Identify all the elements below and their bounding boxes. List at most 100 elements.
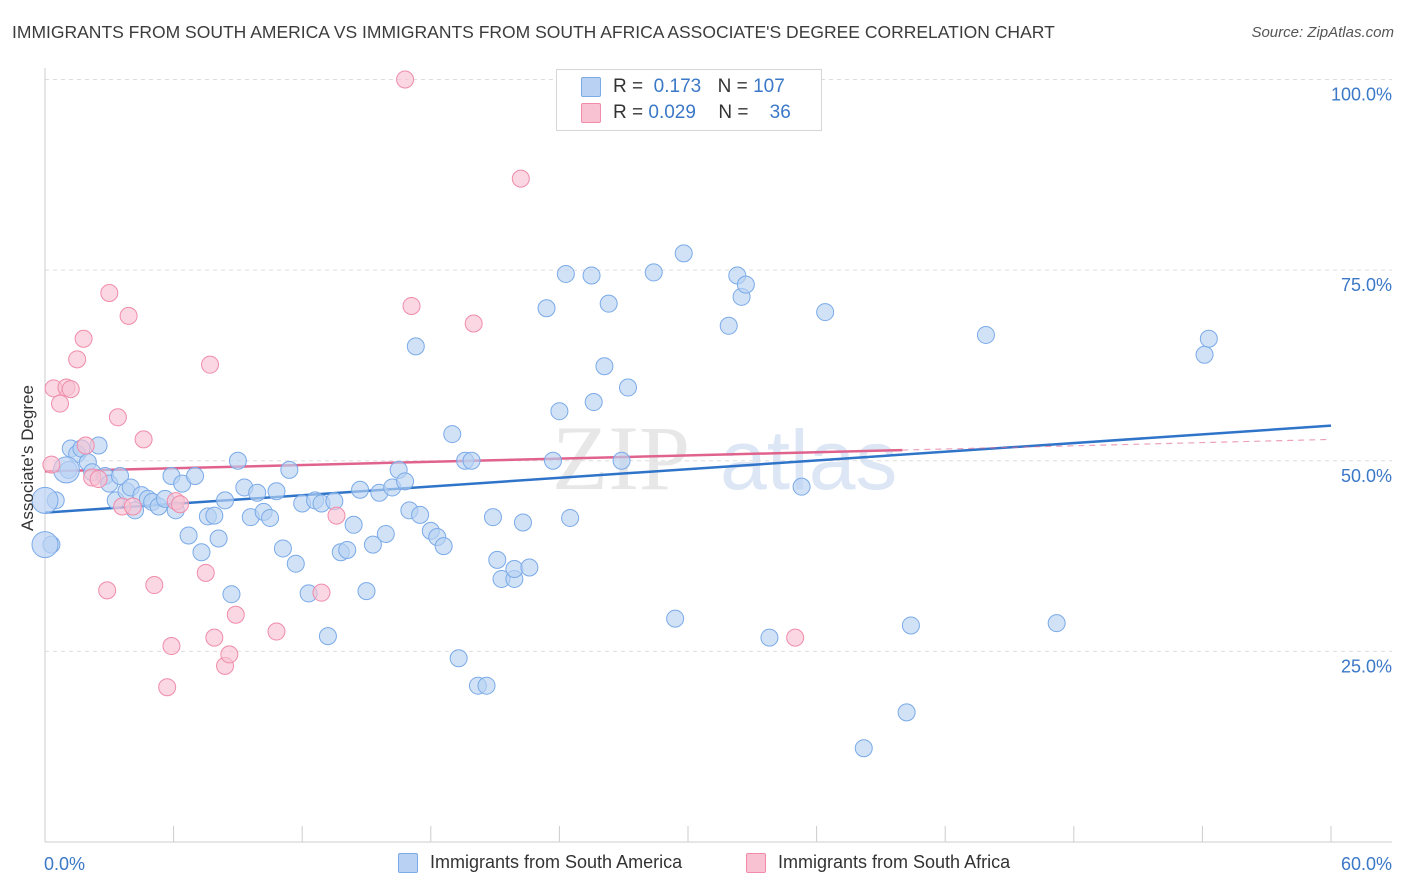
bottom-legend-label: Immigrants from South Africa (778, 852, 1011, 872)
legend-r-label: R = (613, 76, 644, 97)
point-south-africa (61, 380, 80, 399)
point-south-america (719, 316, 738, 335)
point-south-america (449, 649, 468, 668)
point-south-america (267, 482, 286, 501)
legend-row-south-america: R = 0.173 N = 107 (581, 75, 785, 99)
point-south-america (280, 460, 299, 479)
point-south-america (736, 275, 755, 294)
x-tick-label: 60.0% (1341, 854, 1392, 874)
point-south-africa (327, 506, 346, 525)
y-tick-label: 25.0% (1341, 656, 1392, 676)
point-south-america (205, 506, 224, 525)
point-south-africa (205, 628, 224, 647)
point-south-america (556, 264, 575, 283)
point-south-africa (226, 605, 245, 624)
point-south-america (901, 616, 920, 635)
point-south-africa (464, 314, 483, 333)
point-south-africa (145, 576, 164, 595)
point-south-america (248, 483, 267, 502)
point-south-america (543, 451, 562, 470)
point-south-america (1195, 345, 1214, 364)
x-tick-label: 0.0% (44, 854, 85, 874)
y-tick-label: 75.0% (1341, 275, 1392, 295)
point-south-america (666, 609, 685, 628)
y-tick-label: 50.0% (1341, 466, 1392, 486)
point-south-america (216, 491, 235, 510)
legend-n-value: 36 (769, 102, 791, 123)
legend-n-label: N = (717, 76, 748, 97)
chart-title: IMMIGRANTS FROM SOUTH AMERICA VS IMMIGRA… (12, 22, 1055, 42)
trend-extension-south-africa (902, 438, 1332, 451)
point-south-africa (162, 637, 181, 656)
legend-n-label: N = (718, 102, 749, 123)
point-south-america (897, 703, 916, 722)
point-south-america (273, 539, 292, 558)
point-south-america (443, 425, 462, 444)
point-south-america (228, 451, 247, 470)
point-south-america (396, 472, 415, 491)
point-south-africa (196, 563, 215, 582)
legend-row-south-africa: R = 0.029 N = 36 (581, 101, 791, 125)
point-south-america (179, 526, 198, 545)
point-south-africa (100, 284, 119, 302)
point-large-south-america (31, 486, 59, 514)
point-south-africa (220, 645, 239, 664)
point-south-africa (68, 350, 87, 369)
point-south-africa (158, 678, 177, 697)
legend-r-label: R = (613, 102, 644, 123)
point-south-america (561, 508, 580, 527)
point-south-america (1199, 329, 1218, 348)
point-south-america (520, 558, 539, 577)
point-south-america (792, 477, 811, 496)
point-south-america (488, 550, 507, 569)
point-south-america (599, 294, 618, 313)
point-south-africa (396, 70, 415, 89)
point-south-america (584, 393, 603, 412)
correlation-legend: R = 0.173 N = 107 R = 0.029 N = 36 (556, 69, 822, 131)
point-south-america (363, 535, 382, 554)
watermark: ZIP atlas (552, 407, 897, 509)
point-south-america (477, 676, 496, 695)
point-south-africa (51, 394, 70, 413)
bottom-legend-label: Immigrants from South America (430, 852, 683, 872)
point-south-africa (134, 430, 153, 449)
point-south-africa (89, 470, 108, 489)
point-south-america (406, 337, 425, 356)
point-south-america (816, 303, 835, 322)
point-south-america (854, 739, 873, 758)
point-south-america (434, 537, 453, 556)
point-south-africa (76, 436, 95, 455)
point-south-america (192, 543, 211, 562)
point-south-africa (42, 455, 61, 474)
point-south-america (344, 515, 363, 534)
bottom-legend-south-africa: Immigrants from South Africa (746, 852, 1010, 873)
point-south-america (483, 508, 502, 527)
legend-n-value: 107 (753, 76, 785, 97)
point-south-america (462, 451, 481, 470)
bottom-legend-swatch-south-africa (746, 852, 766, 873)
point-south-america (644, 263, 663, 282)
point-south-africa (312, 583, 331, 602)
point-south-america (376, 524, 395, 543)
point-south-america (209, 529, 228, 548)
point-south-america (111, 467, 130, 485)
point-south-america (338, 540, 357, 559)
point-south-america (186, 467, 205, 485)
point-south-africa (119, 306, 138, 325)
legend-r-value: 0.029 (648, 102, 696, 123)
point-south-america (612, 451, 631, 470)
legend-r-value: 0.173 (653, 76, 702, 97)
point-south-america (357, 582, 376, 601)
bottom-legend-swatch-south-america (398, 852, 418, 873)
point-south-america (222, 585, 241, 604)
point-south-america (318, 627, 337, 646)
point-south-america (261, 508, 280, 527)
point-south-africa (171, 495, 190, 514)
y-axis-label: Associate's Degree (18, 385, 37, 531)
point-south-africa (74, 329, 93, 348)
source-label: Source: ZipAtlas.com (1251, 24, 1394, 41)
point-south-africa (98, 581, 117, 600)
point-south-africa (402, 296, 421, 315)
point-south-america (760, 628, 779, 647)
